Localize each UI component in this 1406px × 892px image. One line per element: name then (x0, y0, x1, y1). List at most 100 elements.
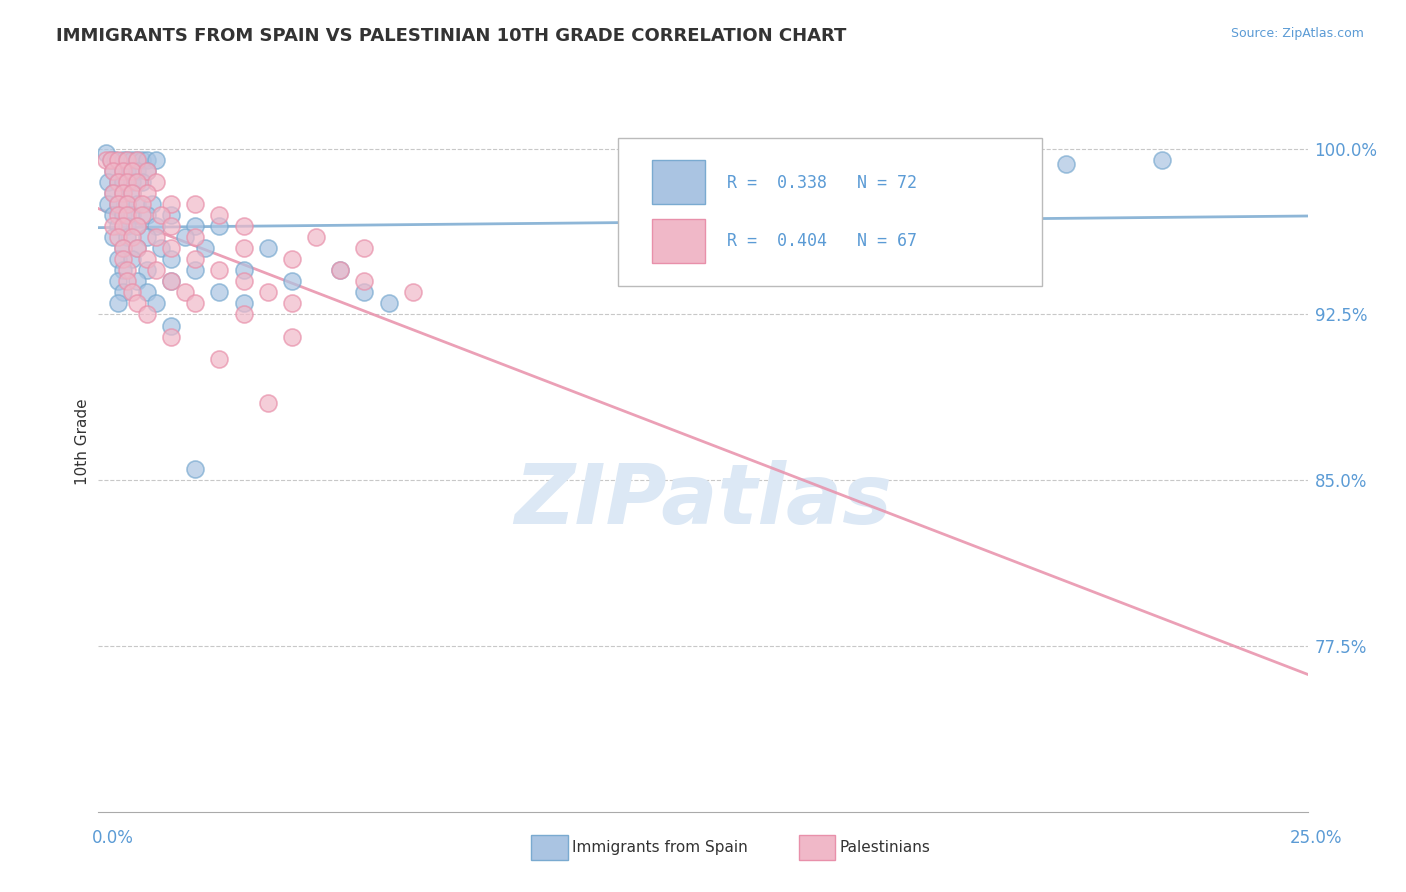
Point (127, 153, 149, 167)
Point (127, 241, 149, 255)
Point (160, 241, 183, 255)
Point (1054, 157, 1077, 171)
Point (145, 263, 167, 277)
Point (94, 153, 117, 167)
Point (135, 263, 157, 277)
Point (121, 163, 143, 178)
Point (256, 285, 278, 300)
Point (160, 197, 183, 211)
Point (150, 241, 173, 255)
Point (121, 175, 143, 189)
Point (135, 186, 157, 200)
Point (256, 396, 278, 410)
Point (111, 219, 134, 233)
Point (232, 274, 254, 288)
Text: R =  0.404   N = 67: R = 0.404 N = 67 (727, 232, 917, 251)
Point (160, 318, 183, 333)
Point (145, 219, 167, 233)
Point (256, 241, 278, 255)
Point (135, 285, 157, 300)
Point (145, 153, 167, 167)
Point (111, 175, 134, 189)
Text: Immigrants from Spain: Immigrants from Spain (572, 840, 748, 855)
Point (281, 274, 304, 288)
Text: ZIPatlas: ZIPatlas (515, 460, 891, 541)
Point (353, 285, 375, 300)
Point (184, 263, 207, 277)
Point (174, 285, 197, 300)
Point (377, 296, 399, 310)
Point (184, 252, 207, 267)
Point (117, 197, 139, 211)
Point (107, 230, 129, 244)
Text: Source: ZipAtlas.com: Source: ZipAtlas.com (1230, 27, 1364, 40)
Point (97, 175, 120, 189)
Point (107, 208, 129, 222)
Point (135, 252, 157, 267)
Point (121, 186, 143, 200)
Point (135, 308, 157, 322)
Point (107, 197, 129, 211)
Text: 25.0%: 25.0% (1291, 829, 1343, 847)
Point (160, 208, 183, 222)
Point (127, 241, 149, 255)
Point (131, 175, 153, 189)
Point (353, 241, 375, 255)
Point (184, 197, 207, 211)
FancyBboxPatch shape (619, 138, 1042, 286)
Point (111, 163, 134, 178)
Point (121, 230, 143, 244)
Point (184, 296, 207, 310)
Point (111, 163, 134, 178)
Point (121, 208, 143, 222)
Point (135, 208, 157, 222)
Point (127, 219, 149, 233)
Point (97, 197, 120, 211)
Point (111, 153, 134, 167)
Point (111, 186, 134, 200)
Point (184, 462, 207, 476)
Point (232, 219, 254, 233)
Point (101, 219, 124, 233)
Point (160, 274, 183, 288)
Point (127, 175, 149, 189)
Point (117, 274, 139, 288)
Point (141, 197, 163, 211)
Point (305, 230, 328, 244)
Point (107, 153, 129, 167)
Text: IMMIGRANTS FROM SPAIN VS PALESTINIAN 10TH GRADE CORRELATION CHART: IMMIGRANTS FROM SPAIN VS PALESTINIAN 10T… (56, 27, 846, 45)
Text: Palestinians: Palestinians (839, 840, 931, 855)
Point (145, 230, 167, 244)
Point (145, 175, 167, 189)
Point (101, 163, 124, 178)
Point (160, 329, 183, 343)
Text: R =  0.338   N = 72: R = 0.338 N = 72 (727, 174, 917, 192)
Point (145, 296, 167, 310)
Point (121, 252, 143, 267)
Point (281, 252, 304, 267)
Point (131, 208, 153, 222)
Point (117, 153, 139, 167)
Point (131, 197, 153, 211)
Point (117, 197, 139, 211)
Point (353, 274, 375, 288)
Point (127, 153, 149, 167)
Point (94, 146, 117, 161)
Point (135, 153, 157, 167)
Point (111, 263, 134, 277)
Point (100, 153, 122, 167)
Point (121, 153, 143, 167)
Point (117, 153, 139, 167)
Point (127, 296, 149, 310)
Point (101, 163, 124, 178)
Point (117, 163, 139, 178)
Y-axis label: 10th Grade: 10th Grade (75, 398, 90, 485)
Point (135, 230, 157, 244)
Point (194, 241, 217, 255)
Point (107, 175, 129, 189)
Point (232, 308, 254, 322)
Point (111, 208, 134, 222)
Point (111, 186, 134, 200)
Point (174, 230, 197, 244)
Point (208, 285, 231, 300)
